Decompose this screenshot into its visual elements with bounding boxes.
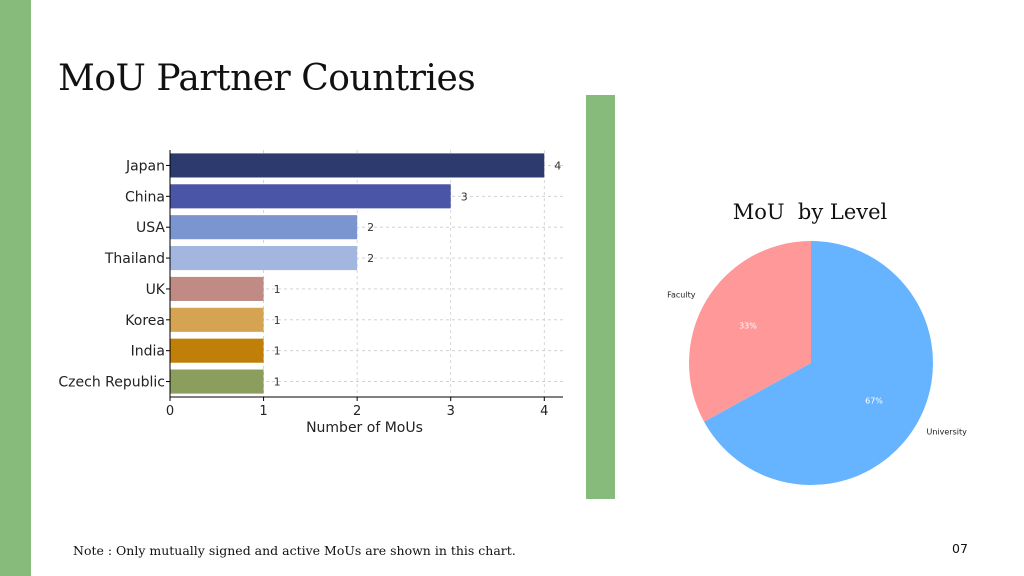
bar bbox=[170, 276, 264, 301]
page-number: 07 bbox=[952, 541, 968, 556]
left-accent-stripe bbox=[0, 0, 31, 576]
bar-value-label: 1 bbox=[274, 314, 281, 327]
pie-category-label: Faculty bbox=[667, 291, 696, 300]
bar bbox=[170, 184, 451, 209]
bar bbox=[170, 153, 545, 178]
pie-category-label: University bbox=[927, 427, 968, 436]
x-tick-label: 0 bbox=[166, 404, 174, 419]
x-tick-label: 2 bbox=[353, 404, 361, 419]
category-label: Japan bbox=[125, 158, 165, 174]
bar bbox=[170, 307, 264, 332]
chart-note: Note : Only mutually signed and active M… bbox=[73, 543, 516, 558]
pie-slice bbox=[704, 241, 934, 486]
bar bbox=[170, 246, 358, 271]
bar-value-label: 2 bbox=[367, 252, 374, 265]
bar-value-label: 1 bbox=[274, 345, 281, 358]
pie-slice bbox=[689, 241, 811, 422]
middle-accent-stripe bbox=[586, 95, 615, 499]
bar-value-label: 1 bbox=[274, 283, 281, 296]
pie-percent-label: 33% bbox=[739, 322, 757, 331]
category-label: India bbox=[131, 344, 165, 360]
x-tick-label: 1 bbox=[259, 404, 267, 419]
category-label: China bbox=[125, 189, 165, 205]
bar bbox=[170, 338, 264, 363]
bar-value-label: 4 bbox=[554, 159, 561, 172]
x-tick-label: 4 bbox=[540, 404, 548, 419]
pie-percent-label: 67% bbox=[865, 396, 883, 405]
bar bbox=[170, 215, 358, 240]
bar-value-label: 3 bbox=[461, 190, 468, 203]
category-label: Czech Republic bbox=[58, 375, 165, 391]
category-label: USA bbox=[136, 220, 165, 236]
bar-value-label: 2 bbox=[367, 221, 374, 234]
x-axis-label: Number of MoUs bbox=[306, 420, 423, 436]
x-tick-label: 3 bbox=[447, 404, 455, 419]
pie-chart-title: MoU by Level bbox=[732, 200, 888, 224]
bar bbox=[170, 369, 264, 394]
slide-title: MoU Partner Countries bbox=[58, 58, 476, 99]
category-label: UK bbox=[146, 282, 166, 298]
bar-value-label: 1 bbox=[274, 376, 281, 389]
category-label: Korea bbox=[125, 313, 165, 329]
category-label: Thailand bbox=[104, 251, 165, 267]
